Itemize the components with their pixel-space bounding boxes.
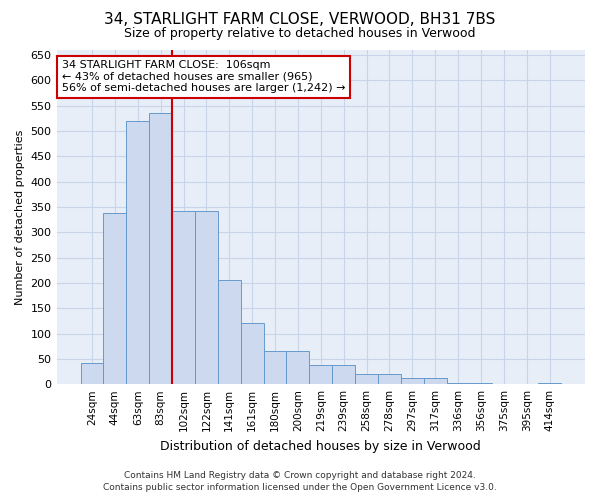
Bar (401, 378, 424, 384)
Bar (80, 363, 103, 384)
Text: Contains HM Land Registry data © Crown copyright and database right 2024.
Contai: Contains HM Land Registry data © Crown c… (103, 471, 497, 492)
Bar (332, 365, 355, 384)
Text: 34 STARLIGHT FARM CLOSE:  106sqm
← 43% of detached houses are smaller (965)
56% : 34 STARLIGHT FARM CLOSE: 106sqm ← 43% of… (62, 60, 346, 93)
Bar (218, 280, 241, 384)
Bar (310, 365, 332, 384)
Bar (378, 374, 401, 384)
Bar (446, 382, 469, 384)
Bar (241, 324, 263, 384)
X-axis label: Distribution of detached houses by size in Verwood: Distribution of detached houses by size … (160, 440, 481, 452)
Bar (538, 382, 561, 384)
Bar (127, 121, 149, 384)
Bar (103, 213, 127, 384)
Bar (286, 352, 310, 384)
Bar (424, 378, 446, 384)
Bar (195, 211, 218, 384)
Text: Size of property relative to detached houses in Verwood: Size of property relative to detached ho… (124, 28, 476, 40)
Text: 34, STARLIGHT FARM CLOSE, VERWOOD, BH31 7BS: 34, STARLIGHT FARM CLOSE, VERWOOD, BH31 … (104, 12, 496, 28)
Bar (355, 374, 378, 384)
Y-axis label: Number of detached properties: Number of detached properties (15, 130, 25, 305)
Bar (172, 211, 195, 384)
Bar (149, 114, 172, 384)
Bar (469, 382, 493, 384)
Bar (263, 352, 286, 384)
